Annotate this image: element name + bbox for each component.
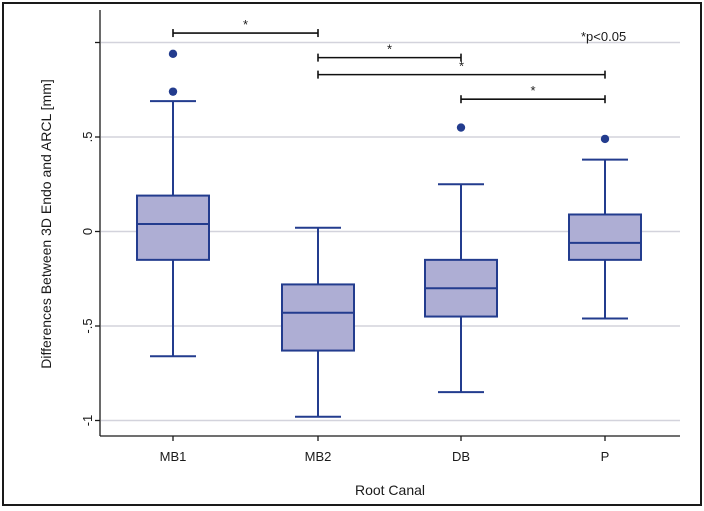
y-tick-label: -1 xyxy=(80,415,95,427)
bracket-label: * xyxy=(459,59,464,74)
significance-bracket: * xyxy=(317,59,606,79)
x-tick-label: DB xyxy=(452,449,470,464)
box-group xyxy=(568,134,642,320)
bracket-label: * xyxy=(243,17,248,32)
box-iqr xyxy=(136,194,210,261)
bracket-label: * xyxy=(387,42,392,57)
y-ticks: .5 0 -.5 -1 xyxy=(80,41,100,427)
box-group xyxy=(281,226,355,418)
y-tick-label: .5 xyxy=(80,132,95,143)
x-tick-label: P xyxy=(601,449,610,464)
significance-bracket: * xyxy=(317,42,462,62)
outlier-point xyxy=(600,134,610,144)
box-group xyxy=(136,49,210,358)
y-tick-label: 0 xyxy=(80,228,95,235)
bracket-label: * xyxy=(530,83,535,98)
x-tick-label: MB2 xyxy=(305,449,332,464)
outlier-point xyxy=(168,49,178,59)
box-iqr xyxy=(281,283,355,352)
box-iqr xyxy=(568,213,642,261)
outlier-point xyxy=(168,87,178,96)
boxes xyxy=(136,49,642,418)
x-axis-title: Root Canal xyxy=(355,482,425,498)
significance-brackets: * * * * xyxy=(172,17,606,104)
y-axis-title: Differences Between 3D Endo and ARCL [mm… xyxy=(38,79,54,368)
x-tick-label: MB1 xyxy=(160,449,187,464)
y-tick-label: -.5 xyxy=(80,318,95,333)
significance-note: *p<0.05 xyxy=(581,29,626,44)
outlier-point xyxy=(456,123,466,132)
x-ticks: MB1 MB2 DB P xyxy=(160,436,610,464)
significance-bracket: * xyxy=(460,83,606,104)
box-group xyxy=(424,123,498,394)
significance-bracket: * xyxy=(172,17,319,38)
